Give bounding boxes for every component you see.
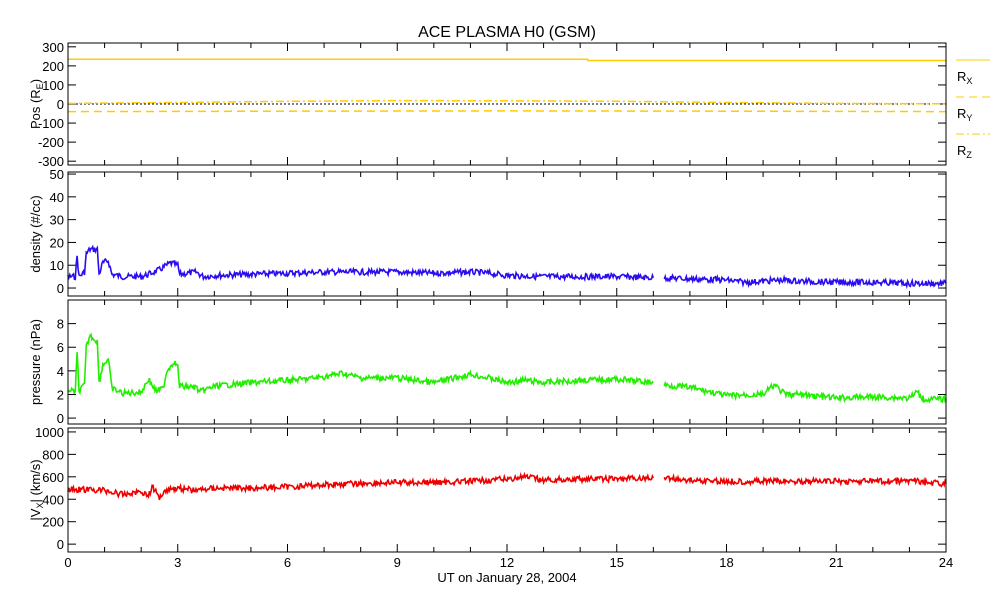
- y-axis-label: |VX| (km/s): [28, 459, 45, 520]
- y-tick-label: 0: [57, 411, 64, 426]
- legend-label-main: R: [957, 143, 966, 158]
- y-tick-label: 200: [42, 59, 64, 74]
- legend-label-main: R: [957, 69, 966, 84]
- x-tick-label: 0: [64, 555, 71, 570]
- y-label-main: pressure (nPa): [28, 319, 43, 405]
- y-tick-label: 400: [42, 492, 64, 507]
- y-tick-label: -200: [38, 135, 64, 150]
- legend-label-rx: RX: [957, 69, 972, 86]
- series-rz-line: [67, 99, 947, 105]
- x-tick-label: 24: [939, 555, 953, 570]
- y-tick-label: 0: [57, 281, 64, 296]
- legend-label-sub: Y: [966, 113, 972, 123]
- x-tick-label: 12: [500, 555, 514, 570]
- legend-label-rz: RZ: [957, 143, 972, 160]
- y-label-sub: E: [35, 83, 45, 89]
- x-tick-label: 3: [174, 555, 181, 570]
- series-ry-line: [67, 110, 947, 113]
- y-tick-label: 6: [57, 340, 64, 355]
- y-label-main: density (#/cc): [28, 195, 43, 272]
- chart-title: ACE PLASMA H0 (GSM): [418, 24, 596, 41]
- y-axis-label: pressure (nPa): [28, 319, 43, 405]
- panel-frame: [67, 427, 947, 553]
- y-tick-label: 30: [50, 213, 64, 228]
- panel-frame: [67, 42, 947, 166]
- series-density-line: [663, 272, 947, 290]
- y-tick-label: 8: [57, 317, 64, 332]
- y-tick-label: 0: [57, 537, 64, 552]
- series-vx-line: [663, 473, 947, 488]
- y-tick-label: 40: [50, 190, 64, 205]
- y-label-end: | (km/s): [28, 459, 43, 502]
- y-tick-label: -300: [38, 154, 64, 169]
- series-rx-line: [68, 58, 946, 62]
- panel-frame: [67, 171, 947, 297]
- y-tick-label: 1000: [35, 425, 64, 440]
- y-label-main: Pos (R: [28, 89, 43, 129]
- legend-label-sub: Z: [966, 150, 972, 160]
- y-axis-label: density (#/cc): [28, 195, 43, 272]
- series-pressure-line: [67, 332, 654, 398]
- panel-frame: [67, 299, 947, 425]
- x-tick-label: 21: [829, 555, 843, 570]
- y-label-sub: X: [35, 503, 45, 509]
- legend-label-sub: X: [966, 76, 972, 86]
- x-axis-label: UT on January 28, 2004: [437, 570, 576, 585]
- y-tick-label: 0: [57, 97, 64, 112]
- y-tick-label: 200: [42, 515, 64, 530]
- y-tick-label: 50: [50, 167, 64, 182]
- y-tick-label: 600: [42, 470, 64, 485]
- x-tick-label: 9: [394, 555, 401, 570]
- y-tick-label: 20: [50, 235, 64, 250]
- panel-density: 0 10 20 30 40 50 density (#/cc): [28, 167, 947, 297]
- y-label-main: |V: [28, 508, 43, 520]
- series-density-line: [67, 244, 655, 282]
- panel-pos: 300 200 100 0 -100 -200 -300 Pos (RE): [28, 40, 947, 169]
- legend-label-ry: RY: [957, 106, 972, 123]
- legend-label-main: R: [957, 106, 966, 121]
- y-tick-label: 2: [57, 387, 64, 402]
- y-axis-label: Pos (RE): [28, 79, 45, 129]
- panel-pressure: 0 2 4 6 8 pressure (nPa): [28, 299, 947, 426]
- y-tick-label: 800: [42, 447, 64, 462]
- x-tick-label: 6: [284, 555, 291, 570]
- y-tick-label: 100: [42, 78, 64, 93]
- y-tick-label: -100: [38, 116, 64, 131]
- y-tick-label: 4: [57, 364, 64, 379]
- x-tick-label: 15: [610, 555, 624, 570]
- y-label-end: ): [28, 79, 43, 83]
- y-tick-label: 10: [50, 258, 64, 273]
- series-vx-line: [67, 471, 655, 501]
- series-pressure-line: [663, 380, 947, 404]
- panel-vx: 0 200 400 600 800 1000 |VX| (km/s) 0 3 6 9 12 15 18 21…: [28, 425, 953, 570]
- y-tick-label: 300: [42, 40, 64, 55]
- x-tick-label: 18: [719, 555, 733, 570]
